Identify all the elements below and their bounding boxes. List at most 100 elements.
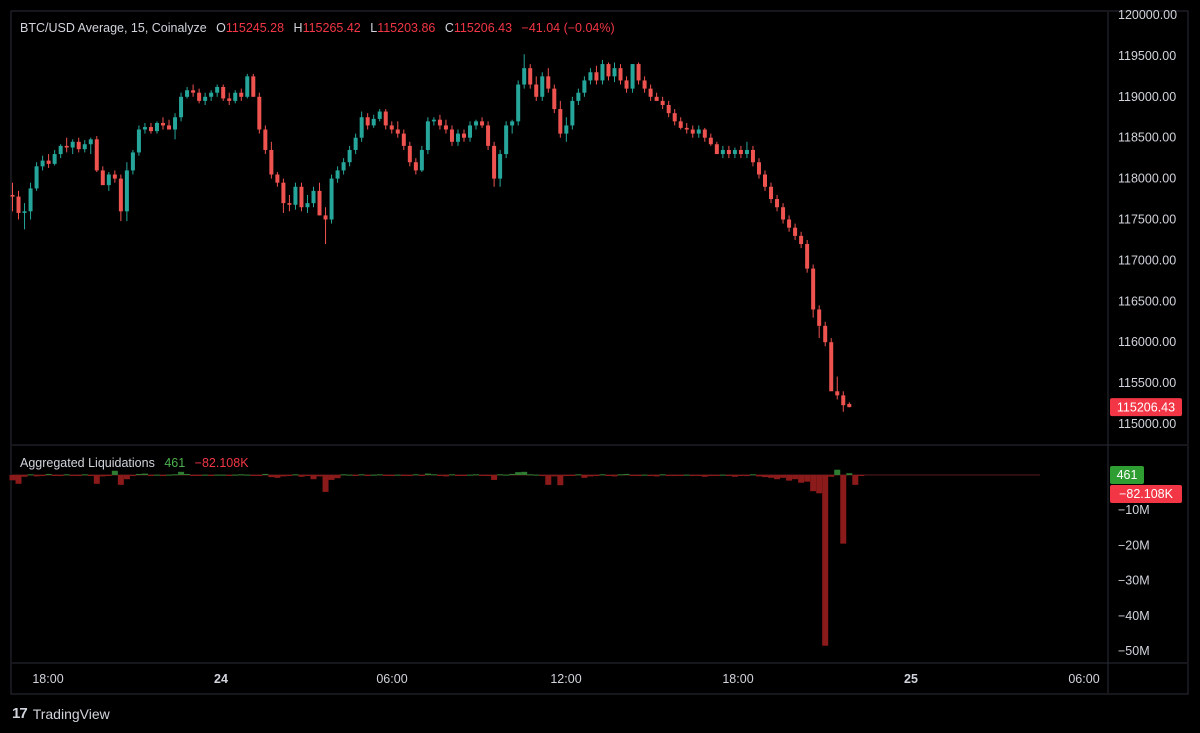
liq-bar (768, 475, 775, 478)
candle-body (52, 154, 57, 164)
liq-bar (635, 475, 642, 477)
price-tick-label: 118500.00 (1118, 131, 1176, 145)
candle-body (161, 122, 165, 126)
liq-bar (792, 475, 799, 480)
liq-bar (322, 475, 329, 492)
footer-brand: TradingView (32, 705, 110, 722)
candle-body (552, 88, 557, 110)
liq-bar (111, 470, 118, 475)
candles-group (10, 54, 852, 412)
liq-bar (400, 475, 407, 476)
candle-body (618, 68, 623, 81)
candle-body (383, 111, 388, 126)
candle-body (257, 96, 262, 130)
candle-body (750, 149, 755, 163)
legend-change: −41.04 (−0.04%) (521, 21, 615, 35)
candle-body (805, 244, 810, 269)
candle-body (106, 174, 111, 186)
candle-body (341, 162, 346, 171)
liq-bar (448, 474, 455, 476)
time-tick-label: 06:00 (1068, 672, 1099, 686)
liq-bar (689, 475, 696, 477)
liq-bar (129, 475, 136, 477)
candle-body (148, 127, 153, 132)
candle-body (576, 92, 581, 101)
footer[interactable]: 17 TradingView (12, 705, 110, 722)
liq-bar (208, 475, 215, 476)
candle-body (474, 121, 479, 126)
liq-bar (51, 475, 58, 476)
liq-bar (605, 475, 612, 476)
liq-bar (57, 475, 64, 477)
liq-bar (665, 475, 672, 476)
liq-bar (810, 475, 817, 492)
price-legend: BTC/USD Average, 15, Coinalyze O115245.2… (20, 21, 615, 35)
liq-bar (33, 475, 40, 477)
liq-bar (599, 474, 606, 476)
liq-bar (69, 475, 76, 476)
candle-body (88, 139, 93, 145)
liq-bar (298, 475, 305, 477)
liq-neg-badge-label: −82.108K (1119, 487, 1174, 501)
liq-bar (166, 474, 173, 476)
liq-bar (503, 474, 510, 476)
candle-body (516, 84, 521, 122)
candle-body (227, 98, 232, 101)
legend-low-label: L (370, 21, 378, 35)
liq-bar (659, 474, 666, 476)
candle-body (841, 395, 846, 406)
candle-body (835, 391, 840, 396)
candle-body (787, 219, 792, 228)
liq-tick-label: −40M (1118, 609, 1150, 623)
liq-bar (749, 474, 756, 476)
liq-bar (93, 475, 100, 484)
liq-bars-group (9, 469, 1040, 646)
liq-bar (153, 474, 160, 476)
liq-bar (780, 475, 787, 478)
candle-body (793, 227, 798, 236)
candle-body (660, 100, 665, 105)
liq-bar (629, 475, 636, 476)
legend-close: 115206.43 (453, 21, 513, 35)
liq-bar (545, 475, 552, 485)
candle-body (504, 125, 509, 155)
candle-body (455, 133, 460, 142)
liq-bar (75, 475, 82, 477)
candle-body (654, 96, 659, 101)
legend-close-label: C (444, 21, 454, 35)
candle-body (769, 186, 774, 200)
candle-body (540, 76, 545, 97)
liq-bar (99, 475, 106, 477)
liq-bar (15, 475, 22, 484)
candle-body (528, 68, 533, 85)
candle-body (558, 109, 563, 134)
candle-body (263, 129, 268, 150)
candle-body (10, 194, 15, 197)
liq-bar (611, 475, 618, 477)
candle-body (58, 145, 63, 155)
candle-body (221, 86, 226, 99)
candle-body (702, 129, 707, 138)
candle-body (70, 141, 75, 148)
liq-bar (63, 474, 70, 476)
liq-bar (376, 474, 383, 476)
legend-open: 115245.28 (225, 21, 285, 35)
candle-body (299, 186, 304, 208)
liq-bar (731, 475, 738, 477)
liq-pos-badge-label: 461 (1117, 468, 1138, 482)
liq-bar (232, 474, 239, 476)
liq-bar (292, 474, 299, 476)
candle-body (40, 160, 45, 167)
liq-bar (328, 475, 335, 480)
liq-bar (418, 475, 425, 476)
time-tick-label: 25 (904, 672, 918, 686)
liq-bar (539, 475, 546, 477)
price-tick-label: 119000.00 (1118, 90, 1176, 104)
liq-bar (388, 475, 395, 477)
candle-body (811, 268, 816, 310)
liq-bar (454, 475, 461, 476)
liquidations-legend: Aggregated Liquidations 461 −82.108K (20, 456, 249, 470)
liq-bar (141, 473, 148, 475)
candle-body (82, 144, 87, 150)
